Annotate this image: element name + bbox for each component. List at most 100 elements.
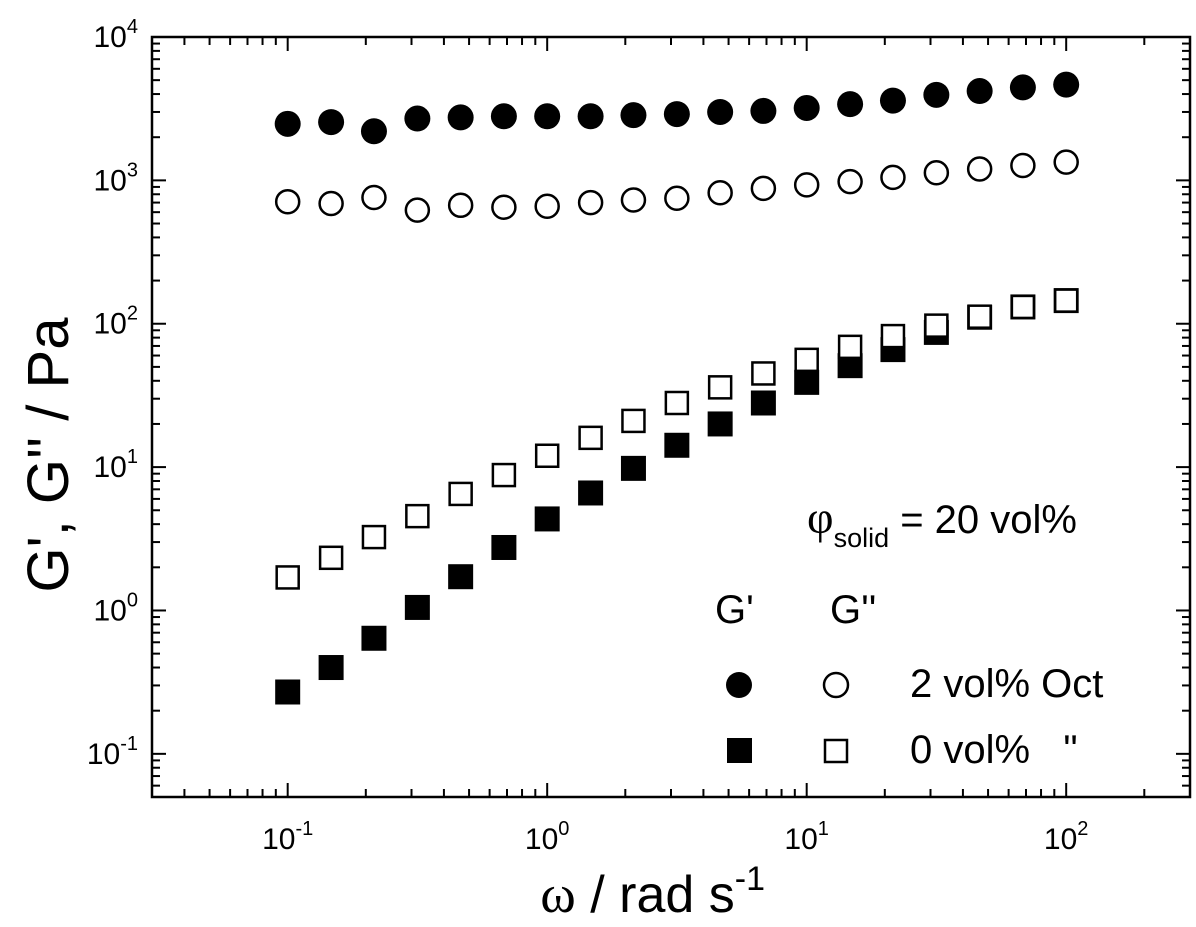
series-3 (275, 288, 1079, 590)
data-point-filled-square (318, 655, 344, 681)
x-tick-exponent: -1 (295, 818, 313, 840)
data-point-open-square (794, 347, 819, 373)
y-tick-base: 10 (94, 594, 127, 627)
data-point-open-circle (318, 190, 344, 217)
data-point-filled-circle (750, 97, 777, 124)
data-point-open-square (880, 323, 906, 349)
x-tick-base: 10 (525, 823, 558, 856)
legend-marker-open-circle (822, 671, 850, 699)
y-tick-base: 10 (94, 451, 127, 484)
series-1 (274, 149, 1079, 223)
data-point-open-circle (966, 156, 993, 182)
y-tick-exponent: 0 (127, 589, 138, 611)
x-axis-unit: / rad s (576, 866, 735, 924)
data-point-open-square (837, 334, 863, 360)
legend-header-gprime: G' (715, 588, 754, 632)
data-point-filled-square (620, 455, 646, 481)
phi-value: = 20 vol% (889, 498, 1077, 542)
data-point-filled-circle (620, 102, 647, 129)
y-tick-label: 10-1 (87, 733, 138, 771)
y-tick-base: 10 (94, 308, 127, 341)
data-point-open-circle (577, 189, 604, 216)
x-tick-exponent: 0 (558, 818, 569, 840)
data-point-open-square (361, 524, 387, 550)
data-point-filled-circle (360, 118, 387, 145)
data-point-filled-circle (447, 104, 474, 131)
data-point-open-square (448, 481, 473, 507)
x-tick-exponent: 2 (1077, 818, 1088, 840)
data-point-open-circle (1053, 149, 1079, 175)
x-axis-symbol: ω (540, 864, 576, 924)
y-tick-label: 100 (94, 589, 139, 627)
data-point-filled-square (275, 679, 301, 705)
data-point-open-square (664, 390, 690, 416)
data-point-filled-circle (837, 91, 864, 118)
y-axis-title: G', G'' / Pa (16, 317, 81, 593)
data-point-open-circle (491, 194, 517, 220)
data-point-filled-square (578, 480, 604, 506)
x-tick-base: 10 (262, 823, 295, 856)
data-point-filled-square (448, 564, 474, 590)
data-point-open-circle (274, 188, 301, 215)
data-point-filled-square (707, 411, 733, 437)
x-tick-base: 10 (1044, 823, 1077, 856)
data-point-open-square (967, 304, 992, 329)
data-point-open-square (707, 375, 733, 400)
data-point-open-square (318, 545, 344, 571)
x-tick-label: 10-1 (262, 818, 313, 856)
data-point-open-circle (923, 160, 950, 186)
legend-marker-filled-square (727, 738, 752, 763)
data-point-open-circle (620, 187, 647, 213)
data-point-filled-circle (274, 110, 301, 137)
data-point-open-circle (534, 193, 560, 219)
phi-symbol: φ (807, 492, 834, 543)
y-tick-exponent: 4 (127, 16, 138, 38)
data-point-filled-square (750, 390, 776, 416)
x-axis-title: ω / rad s-1 (540, 860, 765, 924)
data-point-open-square (534, 443, 560, 469)
data-point-open-square (751, 361, 776, 386)
data-point-filled-square (664, 432, 690, 458)
y-tick-exponent: -1 (120, 733, 138, 755)
x-tick-base: 10 (784, 823, 817, 856)
y-tick-exponent: 2 (127, 303, 138, 325)
legend-marker-open-square (823, 738, 849, 764)
phi-annotation: φsolid = 20 vol% (807, 492, 1077, 553)
data-point-open-square (924, 313, 949, 338)
data-point-open-circle (404, 197, 431, 223)
data-point-open-square (491, 462, 517, 488)
y-tick-base: 10 (87, 738, 120, 771)
data-point-open-circle (447, 192, 474, 219)
y-tick-label: 104 (94, 16, 139, 54)
data-point-filled-circle (490, 103, 517, 130)
phi-subscript: solid (834, 523, 890, 553)
data-point-open-square (1010, 294, 1036, 320)
legend-label-oct: 2 vol% Oct (910, 662, 1103, 706)
x-axis-exponent: -1 (735, 860, 765, 898)
data-point-filled-circle (966, 78, 993, 105)
data-point-filled-circle (404, 105, 431, 132)
x-tick-exponent: 1 (818, 818, 829, 840)
y-tick-label: 101 (94, 446, 139, 484)
data-point-filled-circle (879, 87, 906, 114)
data-point-open-square (1053, 288, 1079, 313)
data-point-open-square (405, 503, 430, 529)
data-point-filled-circle (534, 103, 561, 130)
data-point-open-circle (361, 184, 387, 211)
y-tick-exponent: 1 (127, 446, 138, 468)
y-tick-label: 103 (94, 159, 139, 197)
x-tick-label: 102 (1044, 818, 1089, 856)
data-point-filled-circle (707, 98, 734, 125)
data-point-open-circle (707, 179, 733, 206)
axis-ticks (151, 36, 1191, 798)
x-tick-label: 101 (784, 818, 829, 856)
data-point-open-circle (1010, 152, 1036, 179)
data-point-open-square (621, 408, 646, 434)
data-point-filled-circle (663, 101, 690, 128)
data-point-open-square (275, 565, 300, 590)
legend-label-zero: 0 vol% " (910, 728, 1078, 772)
data-point-open-circle (793, 172, 820, 198)
data-point-filled-circle (1053, 71, 1080, 98)
legend: G' G'' 2 vol% Oct 0 vol% " (715, 588, 1103, 772)
